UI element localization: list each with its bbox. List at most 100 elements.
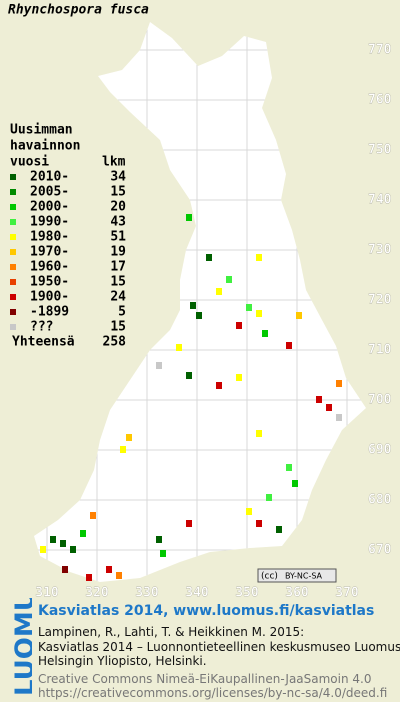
record-square (246, 304, 252, 311)
license-line: https://creativecommons.org/licenses/by-… (38, 686, 388, 700)
legend-label: 1900- (30, 290, 69, 305)
record-square (206, 254, 212, 261)
grid-label: 710 (368, 343, 392, 358)
record-square (336, 380, 342, 387)
grid-label: 700 (368, 393, 392, 408)
legend-total: 258 (103, 335, 127, 350)
legend-label: -1899 (30, 305, 69, 320)
legend-label: 2000- (30, 200, 69, 215)
record-square (62, 566, 68, 573)
legend-swatch (10, 204, 16, 210)
license-badge: (cc) BY-NC-SA (257, 568, 337, 583)
legend: Uusimman havainnon vuosi lkm 2010- 34 2005… (10, 123, 126, 350)
grid-label: 370 (335, 586, 359, 601)
grid-label: 740 (368, 193, 392, 208)
legend-swatch (10, 234, 16, 240)
grid-label: 670 (368, 543, 392, 558)
record-square (336, 414, 342, 421)
legend-swatch (10, 249, 16, 255)
grid-label: 360 (285, 586, 309, 601)
map: Rhynchospora fusca Uusimman havainnon vu… (8, 3, 392, 601)
grid-label: 760 (368, 93, 392, 108)
legend-count: 5 (118, 305, 126, 320)
record-square (120, 446, 126, 453)
badge-cc: (cc) (261, 572, 278, 582)
logo: LUOMUS (11, 598, 33, 696)
legend-label: 2010- (30, 170, 69, 185)
legend-total-label: Yhteensä (12, 335, 75, 350)
license-line: Creative Commons Nimeä-EiKaupallinen-Jaa… (38, 672, 372, 686)
legend-swatch (10, 174, 16, 180)
record-square (326, 404, 332, 411)
legend-label: ??? (30, 320, 53, 335)
record-square (50, 536, 56, 543)
citation-line: Kasviatlas 2014 – Luonnontieteellinen ke… (38, 640, 400, 654)
legend-count: 15 (110, 185, 126, 200)
record-square (266, 494, 272, 501)
grid-label: 730 (368, 243, 392, 258)
footer-headline: Kasviatlas 2014, www.luomus.fi/kasviatla… (38, 603, 375, 619)
legend-count: 51 (110, 230, 126, 245)
record-square (176, 344, 182, 351)
record-square (286, 342, 292, 349)
record-square (116, 572, 122, 579)
legend-swatch (10, 309, 16, 315)
legend-swatch (10, 324, 16, 330)
record-square (160, 550, 166, 557)
record-square (236, 374, 242, 381)
legend-swatch (10, 279, 16, 285)
legend-count: 43 (110, 215, 126, 230)
legend-count: 20 (110, 200, 126, 215)
legend-swatch (10, 189, 16, 195)
citation-line: Lampinen, R., Lahti, T. & Heikkinen M. 2… (38, 625, 305, 639)
record-square (316, 396, 322, 403)
legend-count: 19 (110, 245, 126, 260)
badge-terms: BY-NC-SA (285, 572, 323, 581)
legend-label: 2005- (30, 185, 69, 200)
record-square (190, 302, 196, 309)
legend-count: 34 (110, 170, 126, 185)
citation-line: Helsingin Yliopisto, Helsinki. (38, 654, 207, 668)
legend-heading: Uusimman (10, 123, 73, 138)
legend-label: 1950- (30, 275, 69, 290)
record-square (156, 536, 162, 543)
record-square (286, 464, 292, 471)
grid-label: 690 (368, 443, 392, 458)
record-square (292, 480, 298, 487)
grid-label: 310 (35, 586, 59, 601)
legend-label: 1980- (30, 230, 69, 245)
grid-label: 720 (368, 293, 392, 308)
record-square (196, 312, 202, 319)
record-square (106, 566, 112, 573)
record-square (60, 540, 66, 547)
legend-label: 1960- (30, 260, 69, 275)
record-square (256, 520, 262, 527)
record-square (256, 430, 262, 437)
record-square (236, 322, 242, 329)
record-square (186, 372, 192, 379)
record-square (40, 546, 46, 553)
record-square (156, 362, 162, 369)
record-square (276, 526, 282, 533)
grid-label: 680 (368, 493, 392, 508)
legend-swatch (10, 294, 16, 300)
legend-count-heading: lkm (102, 155, 126, 170)
record-square (186, 214, 192, 221)
grid-label: 770 (368, 43, 392, 58)
record-square (246, 508, 252, 515)
legend-swatch (10, 219, 16, 225)
record-square (262, 330, 268, 337)
record-square (70, 546, 76, 553)
legend-label: 1990- (30, 215, 69, 230)
legend-heading: vuosi (10, 155, 49, 170)
grid-label: 350 (235, 586, 259, 601)
record-square (256, 310, 262, 317)
record-square (216, 382, 222, 389)
record-square (296, 312, 302, 319)
legend-count: 15 (110, 275, 126, 290)
legend-label: 1970- (30, 245, 69, 260)
legend-count: 17 (110, 260, 126, 275)
record-square (126, 434, 132, 441)
grid-label: 340 (185, 586, 209, 601)
